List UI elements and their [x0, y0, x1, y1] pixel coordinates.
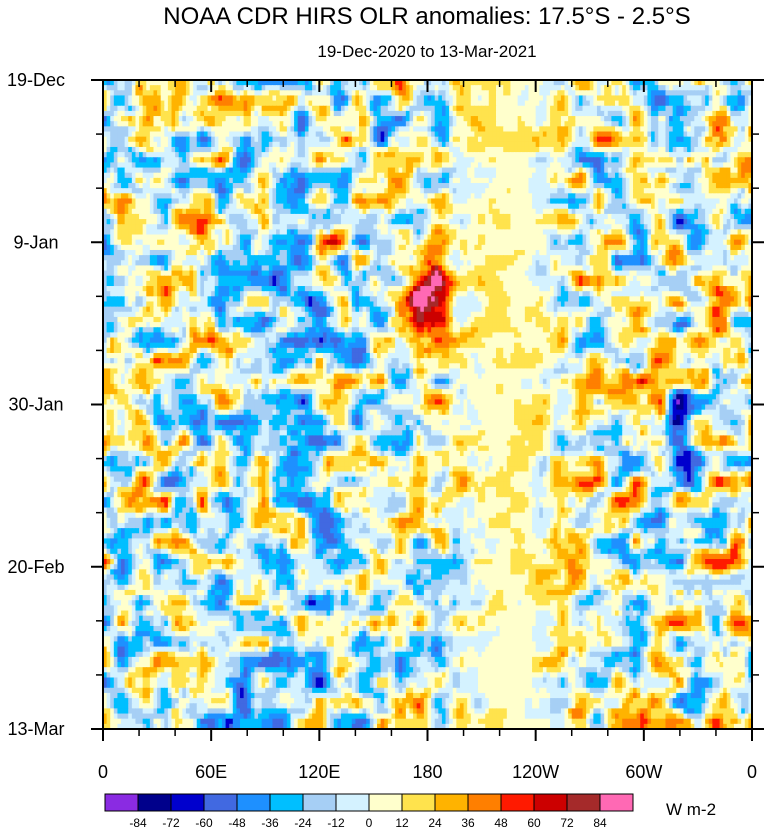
colorbar-swatch — [599, 793, 634, 812]
colorbar-level-label: 60 — [527, 816, 541, 830]
colorbar-swatch — [467, 793, 502, 812]
x-tick-label: 60E — [195, 762, 227, 782]
y-tick-label: 30-Jan — [8, 395, 63, 415]
colorbar-level-label: 0 — [366, 816, 373, 830]
x-tick-label: 0 — [747, 762, 757, 782]
colorbar-level-label: 36 — [461, 816, 475, 830]
anomaly-field — [103, 80, 752, 729]
chart-subtitle: 19-Dec-2020 to 13-Mar-2021 — [317, 42, 536, 61]
colorbar-level-label: 24 — [428, 816, 442, 830]
y-tick-label: 20-Feb — [7, 557, 64, 577]
x-tick-label: 60W — [625, 762, 662, 782]
colorbar-level-label: -84 — [129, 816, 147, 830]
colorbar-swatch — [335, 793, 370, 812]
colorbar-level-label: 84 — [593, 816, 607, 830]
x-tick-label: 120W — [512, 762, 559, 782]
colorbar-swatch — [434, 793, 469, 812]
colorbar-swatch — [401, 793, 436, 812]
colorbar-level-label: 12 — [395, 816, 409, 830]
colorbar-level-label: -60 — [195, 816, 213, 830]
y-axis: 19-Dec 9-Jan 30-Jan 20-Feb 13-Mar — [7, 70, 764, 739]
colorbar-swatch — [104, 793, 139, 812]
x-axis: 0 60E 120E 180 120W 60W 0 — [98, 80, 757, 782]
y-tick-label: 19-Dec — [7, 70, 65, 90]
chart-title: NOAA CDR HIRS OLR anomalies: 17.5°S - 2.… — [163, 3, 690, 30]
colorbar-swatch — [170, 793, 205, 812]
colorbar-swatch — [203, 793, 238, 812]
colorbar-units: W m-2 — [666, 800, 716, 819]
colorbar-level-label: 48 — [494, 816, 508, 830]
y-tick-label: 9-Jan — [13, 232, 58, 252]
colorbar-level-label: 72 — [560, 816, 574, 830]
colorbar-swatch — [269, 793, 304, 812]
colorbar-swatch — [302, 793, 337, 812]
x-tick-label: 0 — [98, 762, 108, 782]
colorbar-swatch — [533, 793, 568, 812]
colorbar-level-label: -48 — [228, 816, 246, 830]
colorbar-swatch — [500, 793, 535, 812]
colorbar-level-label: -72 — [162, 816, 180, 830]
colorbar: -84 -72 -60 -48 -36 -24 -12 0 12 24 36 48 60 72 84 — [104, 793, 634, 830]
colorbar-swatch — [368, 793, 403, 812]
x-tick-label: 180 — [412, 762, 442, 782]
colorbar-swatch — [566, 793, 601, 812]
colorbar-level-label: -36 — [261, 816, 279, 830]
x-tick-label: 120E — [298, 762, 340, 782]
colorbar-level-label: -24 — [294, 816, 312, 830]
colorbar-swatch — [137, 793, 172, 812]
colorbar-swatch — [236, 793, 271, 812]
y-tick-label: 13-Mar — [7, 719, 64, 739]
colorbar-level-label: -12 — [327, 816, 345, 830]
